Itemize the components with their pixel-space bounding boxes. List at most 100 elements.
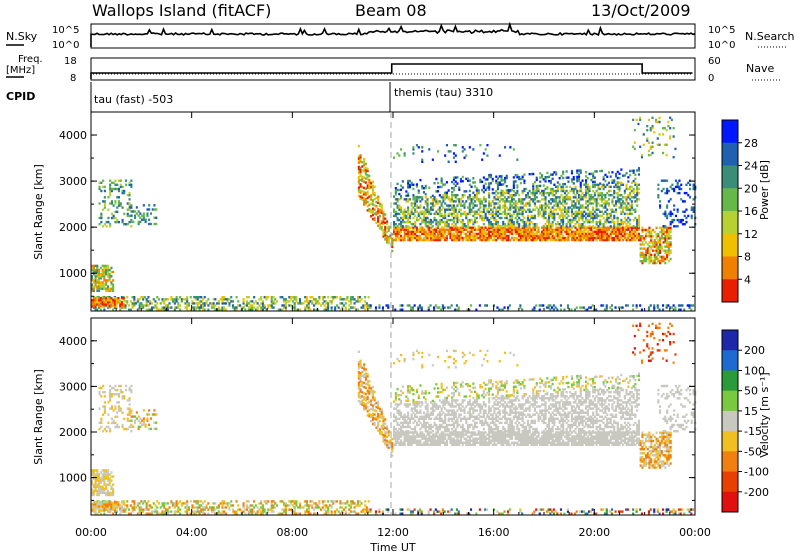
power-cell [407, 228, 410, 231]
power-cell [556, 220, 559, 224]
power-cell [512, 220, 515, 224]
velocity-cell [91, 505, 94, 508]
velocity-cell [106, 469, 109, 472]
power-cell [622, 228, 625, 231]
power-cell [648, 249, 651, 252]
power-cell [504, 200, 507, 203]
power-cell [632, 226, 635, 229]
power-cell [186, 298, 189, 301]
power-cell [590, 214, 593, 218]
velocity-cell [103, 411, 106, 414]
power-cell [380, 226, 383, 229]
power-cell [615, 216, 618, 220]
power-cell [458, 208, 461, 211]
power-cell [106, 305, 109, 308]
power-cell [128, 204, 131, 207]
power-cell [660, 230, 663, 234]
power-cell [357, 155, 360, 158]
power-cell [481, 234, 484, 238]
power-cell [600, 196, 603, 199]
velocity-cell [212, 506, 215, 509]
velocity-cell [212, 510, 215, 513]
velocity-cell [270, 508, 273, 511]
power-cell [647, 149, 650, 153]
power-cell [615, 236, 618, 240]
velocity-cell [92, 493, 95, 497]
velocity-cell [284, 504, 287, 507]
power-cell [599, 191, 602, 195]
power-cell [121, 220, 124, 224]
power-cell [364, 202, 367, 205]
power-cell [357, 300, 360, 303]
power-cell [602, 194, 605, 197]
velocity-cell [142, 510, 145, 513]
power-cell [433, 234, 436, 238]
power-cell [233, 308, 236, 311]
power-cell [444, 223, 447, 226]
power-cell [516, 218, 519, 222]
power-cell [640, 153, 643, 157]
velocity-cell [103, 405, 106, 408]
velocity-cell [140, 510, 143, 513]
power-cell [475, 228, 478, 231]
power-cell [512, 226, 515, 229]
power-cell [636, 183, 639, 186]
power-cell [579, 226, 582, 229]
power-cell [660, 257, 663, 261]
power-cell [459, 220, 462, 224]
power-cell [260, 302, 263, 305]
power-cell [150, 302, 153, 305]
velocity-cell [163, 512, 166, 515]
power-cell [672, 127, 675, 130]
power-cell [440, 234, 443, 238]
velocity-cell [115, 501, 118, 504]
power-cell [407, 181, 410, 185]
power-cell [467, 218, 470, 222]
power-cell [530, 210, 533, 213]
power-cell [572, 216, 575, 220]
velocity-cell [298, 504, 301, 507]
velocity-cell [94, 512, 97, 515]
power-cell [96, 273, 99, 276]
power-cell [546, 171, 549, 175]
power-cell [163, 302, 166, 305]
power-cell [198, 302, 201, 305]
velocity-cell [126, 504, 129, 507]
power-cell [223, 308, 226, 311]
power-cell [629, 238, 632, 242]
power-cell [595, 202, 598, 205]
power-cell [572, 176, 575, 179]
power-cell [641, 261, 644, 265]
power-cell [539, 212, 542, 216]
velocity-cell [330, 512, 333, 515]
power-cell [428, 232, 431, 236]
power-cell [509, 216, 512, 220]
power-cell [570, 212, 573, 216]
power-cell [133, 302, 136, 305]
velocity-cell [131, 510, 134, 513]
power-cell [623, 232, 626, 236]
velocity-cell [198, 510, 201, 513]
velocity-cell [344, 502, 347, 505]
power-cell [459, 214, 462, 218]
power-cell [430, 223, 433, 226]
power-cell [535, 234, 538, 238]
power-cell [398, 154, 401, 157]
velocity-cell [112, 503, 115, 506]
power-cell [602, 225, 605, 228]
power-cell [119, 303, 122, 306]
power-cell [391, 237, 394, 240]
power-cell [434, 304, 437, 307]
power-cell [323, 308, 326, 311]
power-cell [671, 183, 674, 186]
velocity-cell [94, 507, 97, 510]
power-cell [401, 236, 404, 240]
power-cell [237, 300, 240, 303]
power-cell [595, 183, 598, 186]
power-cell [226, 298, 229, 301]
power-cell [592, 172, 595, 175]
power-cell [674, 308, 677, 311]
power-cell [477, 191, 480, 194]
power-cell [126, 214, 129, 218]
power-cell [662, 230, 665, 234]
